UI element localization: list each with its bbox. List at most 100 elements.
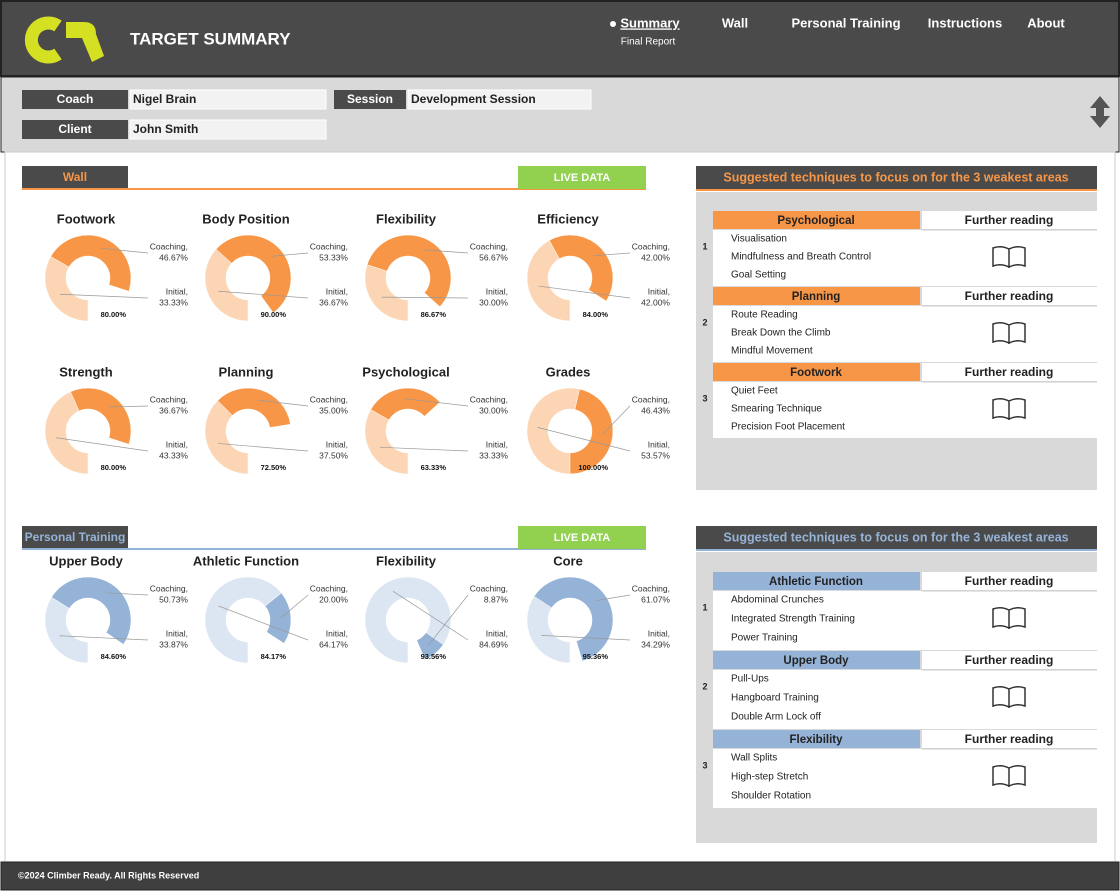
further-box [922, 572, 1097, 590]
group-items-bg [713, 591, 1097, 650]
nav-link[interactable]: Summary [620, 15, 680, 30]
section-label: Wall [63, 170, 87, 184]
leader-line [59, 293, 149, 299]
chart-title: Body Position [202, 211, 289, 226]
technique: Pull-Ups [731, 674, 769, 685]
further-box [922, 651, 1097, 669]
technique: High-step Stretch [731, 772, 808, 783]
nav-link[interactable]: Personal Training [791, 15, 900, 30]
field-value-box [129, 119, 327, 140]
nav-link[interactable]: Instructions [928, 15, 1002, 30]
group-number: 1 [702, 602, 707, 612]
leader-line [218, 290, 309, 299]
group-category: Footwork [790, 367, 842, 379]
further-label: Further reading [965, 732, 1054, 746]
field-value: John Smith [133, 122, 198, 136]
book-icon[interactable] [992, 606, 1026, 629]
chart-title: Footwork [57, 211, 116, 226]
segment-label: Coaching, [150, 394, 188, 404]
donut-segment [569, 388, 614, 475]
donut-segment [51, 576, 132, 645]
segment-label: Coaching, [310, 583, 348, 593]
donut-segment [370, 387, 441, 421]
total-label: 84.60% [101, 652, 127, 661]
nav-note: Final Report [621, 37, 676, 48]
group-category-box [713, 363, 920, 381]
book-icon[interactable] [992, 245, 1026, 268]
nav-bullet [610, 21, 616, 27]
donut-segment [44, 391, 89, 475]
total-label: 80.00% [101, 310, 127, 319]
further-box [922, 211, 1097, 229]
scroll-icon[interactable] [1090, 96, 1110, 128]
leader-line [596, 594, 631, 601]
chart-title: Strength [59, 364, 113, 379]
segment-value: 33.87% [159, 639, 188, 649]
donut-segment [217, 387, 291, 428]
total-label: 90.00% [261, 310, 287, 319]
segment-label: Coaching, [632, 583, 670, 593]
field-label-box [334, 90, 406, 109]
total-label: 63.33% [421, 463, 447, 472]
section-tab [22, 166, 128, 189]
header-bar [0, 0, 1120, 77]
footer-text: ©2024 Climber Ready. All Rights Reserved [18, 870, 199, 880]
segment-label: Initial, [648, 286, 670, 296]
book-icon[interactable] [992, 321, 1026, 344]
segment-value: 42.00% [641, 297, 670, 307]
leader-line [428, 594, 469, 646]
segment-value: 36.67% [159, 405, 188, 415]
total-label: 84.00% [583, 310, 609, 319]
donut-segment [526, 239, 571, 322]
technique: Quiet Feet [731, 386, 778, 397]
book-icon[interactable] [992, 397, 1026, 420]
segment-value: 30.00% [479, 405, 508, 415]
live-badge [518, 166, 646, 189]
further-label: Further reading [965, 653, 1054, 667]
group-category-box [713, 287, 920, 305]
group-category-box [713, 730, 920, 748]
group-items-bg [713, 306, 1097, 362]
book-icon[interactable] [992, 764, 1026, 787]
leader-line [602, 405, 631, 435]
nav-link[interactable]: Wall [722, 15, 748, 30]
donut-segment [526, 387, 580, 475]
donut-segment [44, 596, 89, 664]
further-box [922, 730, 1097, 748]
segment-value: 34.29% [641, 639, 670, 649]
leader-line [109, 405, 149, 408]
segment-label: Coaching, [150, 583, 188, 593]
chart-title: Athletic Function [193, 553, 299, 568]
further-label: Further reading [965, 365, 1054, 379]
segment-label: Coaching, [470, 241, 508, 251]
segment-label: Initial, [326, 439, 348, 449]
field-value-box [129, 89, 327, 110]
segment-label: Initial, [166, 628, 188, 638]
leader-line [59, 635, 149, 641]
segment-value: 53.33% [319, 252, 348, 262]
segment-label: Initial, [486, 439, 508, 449]
segment-value: 43.33% [159, 450, 188, 460]
group-category-box [713, 651, 920, 669]
donut-segment [204, 248, 249, 322]
leader-line [541, 635, 631, 641]
nav-link[interactable]: About [1027, 15, 1065, 30]
field-value: Nigel Brain [133, 92, 196, 106]
chart-title: Efficiency [537, 211, 599, 226]
donut-segment [364, 576, 452, 664]
field-value: Development Session [411, 92, 536, 106]
group-category: Upper Body [783, 655, 849, 667]
segment-label: Coaching, [470, 394, 508, 404]
group-category-box [713, 211, 920, 229]
technique: Mindfulness and Breath Control [731, 252, 871, 263]
group-number: 3 [702, 393, 707, 403]
further-label: Further reading [965, 213, 1054, 227]
book-icon[interactable] [992, 685, 1026, 708]
group-items-bg [713, 230, 1097, 286]
segment-label: Initial, [648, 439, 670, 449]
segment-value: 53.57% [641, 450, 670, 460]
live-badge [518, 526, 646, 549]
donut-segment [533, 576, 614, 662]
field-label: Session [347, 92, 393, 106]
segment-label: Initial, [486, 286, 508, 296]
